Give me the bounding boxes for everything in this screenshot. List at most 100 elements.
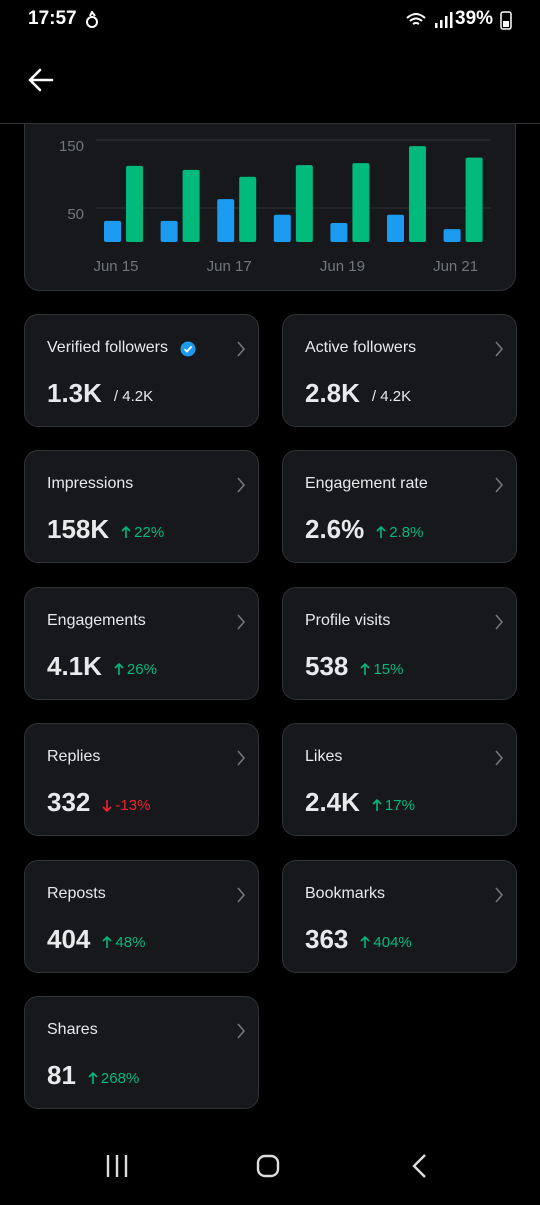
arrow-path xyxy=(102,935,112,948)
arrow-path xyxy=(121,526,131,539)
chevron-path xyxy=(237,1023,246,1039)
card-label: Reposts xyxy=(47,884,106,902)
card-value: 538 xyxy=(305,650,349,681)
bar xyxy=(217,199,235,242)
bar xyxy=(126,165,143,242)
card-label: Impressions xyxy=(47,475,134,493)
stat-card[interactable]: Bookmarks 363 404% xyxy=(282,859,517,973)
header: 17:57 39% xyxy=(0,0,540,124)
y-tick-label: 150 xyxy=(59,138,84,155)
card-change: 2.8% xyxy=(389,524,424,542)
chevron-path xyxy=(495,614,504,630)
stat-card[interactable]: Engagements 4.1K 26% xyxy=(24,586,259,700)
card-sub: 17% xyxy=(372,797,415,814)
card-label: Bookmarks xyxy=(305,884,386,902)
trend-arrow xyxy=(102,935,112,948)
home[interactable] xyxy=(256,1154,280,1178)
stat-card[interactable]: Engagement rate 2.6% 2.8% xyxy=(282,450,517,564)
card-label: Engagement rate xyxy=(305,475,428,493)
arrow-path xyxy=(102,800,112,813)
card-label: Likes xyxy=(305,748,343,766)
back-button[interactable] xyxy=(26,66,54,94)
card-change: 404% xyxy=(373,933,412,951)
card-sub: 22% xyxy=(121,524,164,541)
chevron xyxy=(495,614,504,630)
chart: 50 150 Jun 15 Jun 17 Jun 19 Jun 21 xyxy=(59,138,491,275)
chevron xyxy=(495,750,504,766)
nav-icons xyxy=(106,1154,426,1178)
chevron-path xyxy=(237,477,246,493)
chevron xyxy=(237,1023,246,1039)
card-change: -13% xyxy=(115,797,151,815)
signal-icons xyxy=(406,12,453,28)
card-change: 268% xyxy=(100,1070,140,1087)
card-change: 22% xyxy=(134,524,165,542)
card-sub: / 4.2K xyxy=(372,388,411,405)
recent-apps[interactable] xyxy=(106,1155,128,1177)
chevron-path xyxy=(495,341,504,357)
card-sub: -13% xyxy=(102,797,150,814)
card-label: Shares xyxy=(47,1021,98,1038)
card-label: Engagements xyxy=(47,611,146,629)
chevron xyxy=(237,341,246,357)
bar xyxy=(295,165,313,242)
x-tick-label: Jun 17 xyxy=(207,258,252,275)
trend-arrow xyxy=(376,526,386,539)
card-value: 2.4K xyxy=(305,787,360,818)
card-value: 404 xyxy=(47,923,91,954)
stat-card[interactable]: Likes 2.4K 17% xyxy=(282,723,517,837)
back[interactable] xyxy=(412,1154,426,1178)
bar xyxy=(387,214,404,242)
stat-card[interactable]: Verified followers 1.3K / 4.2K xyxy=(24,314,259,427)
card-change: 15% xyxy=(373,660,404,678)
bar xyxy=(330,222,348,242)
chevron xyxy=(237,477,246,493)
chevron xyxy=(495,341,504,357)
card-total: / 4.2K xyxy=(113,388,154,405)
chevron xyxy=(495,887,504,903)
bar xyxy=(443,229,461,242)
bar xyxy=(182,169,200,242)
stat-card[interactable]: Impressions 158K 22% xyxy=(24,450,259,564)
trend-arrow xyxy=(372,799,382,812)
arrow-path xyxy=(114,662,124,675)
stat-card[interactable]: Replies 332 -13% xyxy=(24,723,259,837)
stat-card[interactable]: Shares 81 268% xyxy=(24,996,259,1109)
arrow-path xyxy=(360,662,370,675)
y-tick-label: 50 xyxy=(67,206,84,223)
battery-level: 39% xyxy=(455,8,494,29)
x-tick-label: Jun 15 xyxy=(93,258,138,275)
bar xyxy=(104,220,121,242)
bar xyxy=(352,163,370,242)
trend-arrow xyxy=(360,662,370,675)
arrow-path xyxy=(88,1072,98,1084)
navigation-bar xyxy=(0,1130,540,1200)
arrow-path xyxy=(372,799,382,812)
stat-card[interactable]: Profile visits 538 15% xyxy=(282,586,517,700)
card-label: Profile visits xyxy=(305,611,391,629)
card-sub: 48% xyxy=(102,934,145,951)
trend-arrow xyxy=(102,800,112,813)
trend-arrow xyxy=(114,662,124,675)
stat-card[interactable]: Reposts 404 48% xyxy=(24,859,259,973)
stat-card[interactable]: Active followers 2.8K / 4.2K xyxy=(282,314,517,427)
clock: 17:57 xyxy=(28,8,77,29)
bar xyxy=(273,214,291,242)
card-value: 332 xyxy=(47,787,91,818)
card-change: 26% xyxy=(126,660,157,678)
bar xyxy=(465,157,483,242)
card-total: / 4.2K xyxy=(371,388,412,405)
arrow-path xyxy=(360,935,370,948)
card-label: Replies xyxy=(47,748,101,766)
notification-icon xyxy=(86,11,98,28)
bar xyxy=(409,146,426,242)
card-value: 158K xyxy=(47,514,110,545)
chevron-path xyxy=(495,477,504,493)
chevron xyxy=(237,614,246,630)
card-change: 17% xyxy=(384,797,415,815)
trend-arrow xyxy=(121,526,131,539)
card-value: 2.6% xyxy=(305,514,365,545)
chevron-path xyxy=(495,750,504,766)
card-value: 2.8K xyxy=(305,378,360,408)
